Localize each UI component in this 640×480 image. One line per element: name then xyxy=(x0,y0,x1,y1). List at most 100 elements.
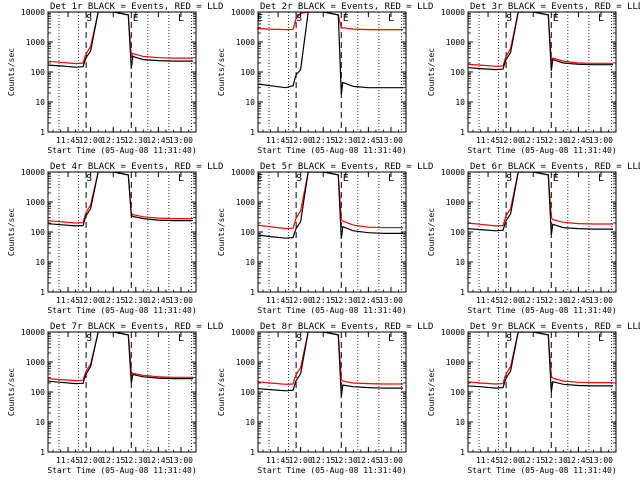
x-axis-label: Start Time (05-Aug-08 11:31:40) xyxy=(47,306,196,315)
panel-title: Det 6r BLACK = Events, RED = LLD xyxy=(470,162,640,172)
x-tick-label: 12:45 xyxy=(566,136,590,145)
y-tick-label: 10000 xyxy=(231,8,255,17)
y-tick-label: 10000 xyxy=(231,168,255,177)
y-tick-label: 100 xyxy=(241,388,256,397)
y-tick-label: 1000 xyxy=(446,358,465,367)
marker-label: E xyxy=(133,13,139,24)
marker-label: S xyxy=(506,13,512,24)
series-events-line xyxy=(48,172,193,227)
x-axis-label: Start Time (05-Aug-08 11:31:40) xyxy=(467,306,616,315)
x-tick-label: 12:00 xyxy=(289,136,313,145)
y-tick-label: 1 xyxy=(460,288,465,297)
x-tick-label: 12:15 xyxy=(101,136,125,145)
y-axis-label: Counts/sec xyxy=(7,208,16,256)
panel-title: Det 5r BLACK = Events, RED = LLD xyxy=(260,162,433,172)
x-tick-label: 12:00 xyxy=(79,456,103,465)
marker-label: S xyxy=(506,333,512,344)
x-tick-label: 12:00 xyxy=(79,136,103,145)
series-events-line xyxy=(258,332,403,397)
x-tick-label: 13:00 xyxy=(589,456,613,465)
x-axis-label: Start Time (05-Aug-08 11:31:40) xyxy=(47,146,196,155)
panel-title: Det 8r BLACK = Events, RED = LLD xyxy=(260,322,433,332)
y-tick-label: 1000 xyxy=(26,38,45,47)
series-events-line xyxy=(468,332,613,393)
x-tick-label: 11:45 xyxy=(476,456,500,465)
y-tick-label: 10 xyxy=(35,98,45,107)
y-tick-label: 10 xyxy=(455,98,465,107)
plot-frame xyxy=(47,171,197,293)
y-axis-label: Counts/sec xyxy=(427,208,436,256)
x-tick-label: 12:15 xyxy=(311,296,335,305)
y-tick-label: 10000 xyxy=(21,328,45,337)
x-axis-label: Start Time (05-Aug-08 11:31:40) xyxy=(467,146,616,155)
y-tick-label: 1 xyxy=(460,128,465,137)
x-tick-label: 12:00 xyxy=(499,456,523,465)
y-tick-label: 100 xyxy=(31,68,46,77)
y-tick-label: 1 xyxy=(250,128,255,137)
marker-label: L xyxy=(178,173,184,184)
y-tick-label: 1000 xyxy=(236,38,255,47)
marker-label: E xyxy=(553,13,559,24)
y-tick-label: 10 xyxy=(35,418,45,427)
marker-label: S xyxy=(296,173,302,184)
x-tick-label: 13:00 xyxy=(589,296,613,305)
x-tick-label: 12:45 xyxy=(356,456,380,465)
marker-label: S xyxy=(86,13,92,24)
x-tick-label: 12:45 xyxy=(146,136,170,145)
marker-label: S xyxy=(506,173,512,184)
marker-label: S xyxy=(296,13,302,24)
x-tick-label: 12:45 xyxy=(146,456,170,465)
x-tick-label: 12:15 xyxy=(521,456,545,465)
plot-frame xyxy=(467,331,617,453)
plot-frame xyxy=(257,331,407,453)
y-tick-label: 1 xyxy=(40,448,45,457)
plot-frame xyxy=(467,11,617,133)
y-tick-label: 10 xyxy=(455,258,465,267)
y-tick-label: 1000 xyxy=(236,198,255,207)
y-tick-label: 100 xyxy=(31,388,46,397)
plot-frame xyxy=(257,171,407,293)
y-tick-label: 100 xyxy=(451,228,466,237)
x-tick-label: 13:00 xyxy=(169,136,193,145)
y-tick-label: 10 xyxy=(35,258,45,267)
y-axis-label: Counts/sec xyxy=(217,208,226,256)
series-lld-line xyxy=(258,12,403,31)
x-tick-label: 12:45 xyxy=(566,456,590,465)
panel-title: Det 7r BLACK = Events, RED = LLD xyxy=(50,322,223,332)
marker-label: S xyxy=(86,333,92,344)
y-tick-label: 1 xyxy=(40,288,45,297)
x-tick-label: 12:45 xyxy=(146,296,170,305)
x-tick-label: 13:00 xyxy=(589,136,613,145)
y-tick-label: 1000 xyxy=(446,198,465,207)
x-tick-label: 12:30 xyxy=(124,296,148,305)
x-tick-label: 12:00 xyxy=(289,456,313,465)
y-axis-label: Counts/sec xyxy=(7,368,16,416)
y-axis-label: Counts/sec xyxy=(217,48,226,96)
x-tick-label: 13:00 xyxy=(379,136,403,145)
x-tick-label: 11:45 xyxy=(56,456,80,465)
panel-title: Det 2r BLACK = Events, RED = LLD xyxy=(260,2,433,12)
series-events-line xyxy=(258,12,403,95)
marker-label: E xyxy=(343,13,349,24)
panel-title: Det 9r BLACK = Events, RED = LLD xyxy=(470,322,640,332)
x-tick-label: 12:30 xyxy=(544,296,568,305)
series-events-line xyxy=(48,332,193,385)
y-tick-label: 10000 xyxy=(231,328,255,337)
x-tick-label: 12:30 xyxy=(544,456,568,465)
x-tick-label: 12:15 xyxy=(101,296,125,305)
y-tick-label: 10000 xyxy=(21,8,45,17)
x-tick-label: 12:00 xyxy=(79,296,103,305)
series-lld-line xyxy=(48,172,193,224)
y-axis-label: Counts/sec xyxy=(427,368,436,416)
series-events-line xyxy=(48,12,193,69)
series-lld-line xyxy=(48,12,193,65)
series-lld-line xyxy=(258,332,403,385)
x-tick-label: 12:15 xyxy=(521,296,545,305)
marker-label: L xyxy=(388,173,394,184)
y-tick-label: 10000 xyxy=(21,168,45,177)
x-tick-label: 13:00 xyxy=(379,296,403,305)
